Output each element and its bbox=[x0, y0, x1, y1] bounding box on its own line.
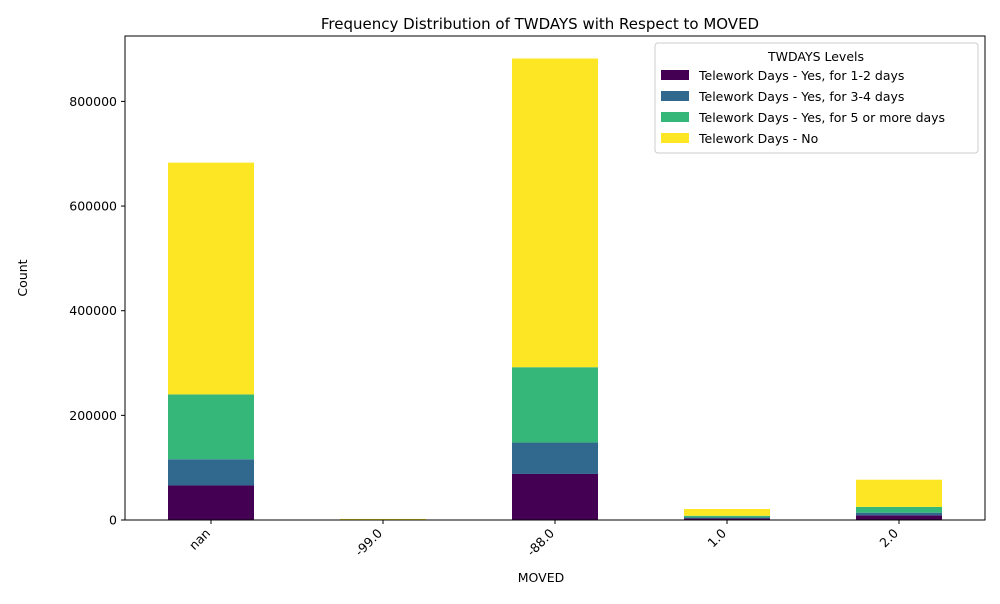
legend-swatch bbox=[661, 70, 689, 80]
legend-swatch bbox=[661, 133, 689, 143]
bar-segment bbox=[512, 474, 598, 520]
bar-segment bbox=[684, 517, 770, 518]
y-tick-label: 200000 bbox=[69, 408, 117, 423]
bar-segment bbox=[168, 485, 254, 520]
legend-label: Telework Days - Yes, for 5 or more days bbox=[698, 110, 945, 125]
y-tick-label: 400000 bbox=[69, 303, 117, 318]
y-tick-label: 600000 bbox=[69, 199, 117, 214]
bar-segment bbox=[512, 443, 598, 474]
legend-label: Telework Days - Yes, for 3-4 days bbox=[698, 89, 904, 104]
legend-title: TWDAYS Levels bbox=[767, 49, 864, 64]
x-tick-label: -88.0 bbox=[524, 525, 558, 559]
legend-swatch bbox=[661, 91, 689, 101]
x-tick-label: nan bbox=[186, 526, 213, 553]
y-axis: 0 200000 400000 600000 800000 bbox=[69, 94, 125, 528]
legend-label: Telework Days - Yes, for 1-2 days bbox=[698, 68, 904, 83]
x-axis: nan -99.0 -88.0 1.0 2.0 bbox=[186, 520, 901, 559]
y-tick-label: 800000 bbox=[69, 94, 117, 109]
bar-segment bbox=[856, 507, 942, 513]
legend: TWDAYS Levels Telework Days - Yes, for 1… bbox=[655, 43, 978, 153]
bar-segment bbox=[512, 59, 598, 368]
legend-swatch bbox=[661, 112, 689, 122]
bar-segment bbox=[856, 513, 942, 516]
bar-segment bbox=[168, 459, 254, 485]
bar-segment bbox=[168, 394, 254, 459]
x-tick-label: 2.0 bbox=[876, 525, 901, 550]
y-tick-label: 0 bbox=[109, 513, 117, 528]
bar-segment bbox=[856, 515, 942, 520]
x-tick-label: 1.0 bbox=[704, 525, 729, 550]
bar-segment bbox=[684, 516, 770, 518]
bar-segment bbox=[856, 480, 942, 507]
x-axis-label: MOVED bbox=[518, 570, 564, 585]
y-axis-label: Count bbox=[15, 259, 30, 296]
bar-segment bbox=[512, 367, 598, 442]
bar-segment bbox=[168, 163, 254, 395]
chart-title: Frequency Distribution of TWDAYS with Re… bbox=[321, 15, 759, 33]
legend-label: Telework Days - No bbox=[698, 131, 818, 146]
x-tick-label: -99.0 bbox=[352, 525, 386, 559]
bar-segment bbox=[684, 509, 770, 516]
